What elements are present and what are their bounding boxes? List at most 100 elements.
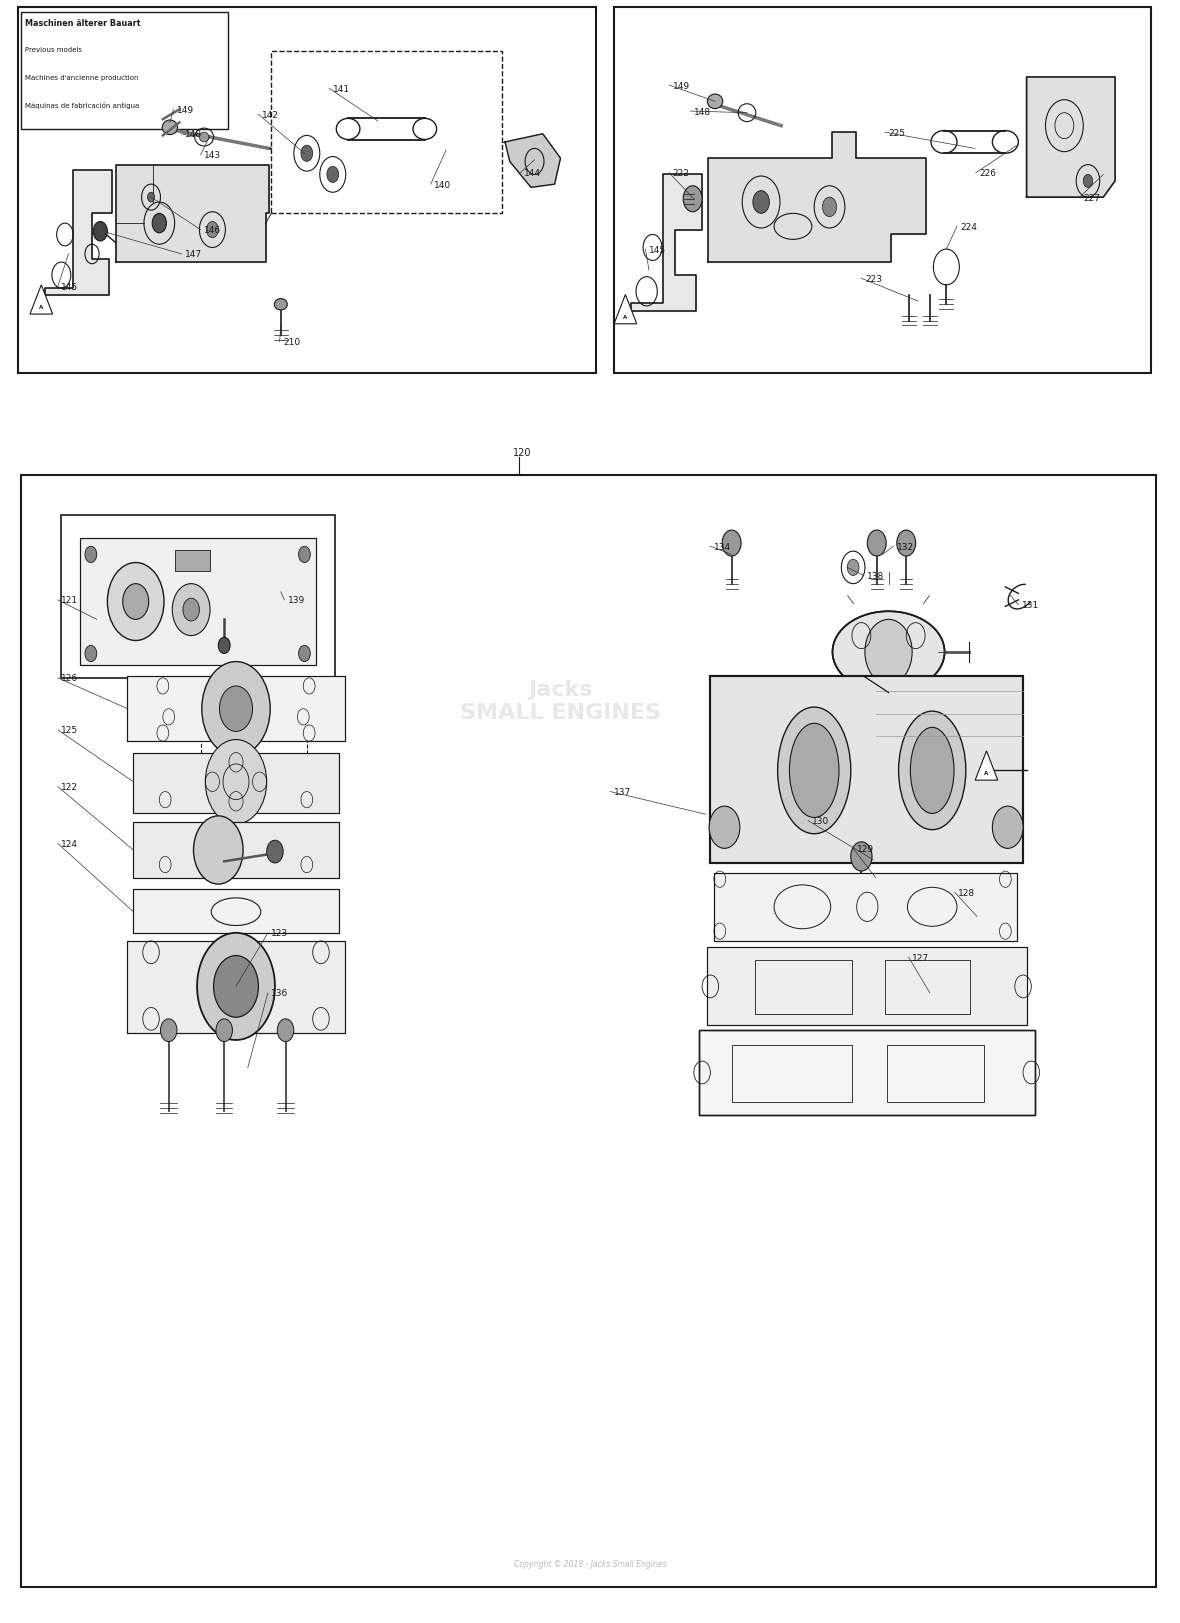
Bar [21, 476, 1156, 1587]
Text: 224: 224 [961, 222, 977, 232]
Text: 128: 128 [958, 888, 976, 898]
Bar [755, 961, 852, 1014]
Ellipse shape [911, 727, 953, 815]
Text: Machines d'ancienne production: Machines d'ancienne production [25, 75, 138, 81]
Text: A: A [39, 305, 44, 310]
Bar [127, 677, 345, 742]
Circle shape [822, 198, 837, 217]
Text: 125: 125 [61, 725, 79, 735]
Bar [133, 889, 339, 933]
Text: 146: 146 [204, 226, 222, 235]
Polygon shape [505, 135, 560, 188]
Text: 132: 132 [897, 542, 914, 552]
Text: 223: 223 [865, 274, 881, 284]
Circle shape [194, 816, 243, 885]
Bar [127, 941, 345, 1034]
Bar [133, 753, 339, 813]
Circle shape [299, 547, 310, 563]
Polygon shape [708, 133, 926, 263]
Text: 144: 144 [524, 169, 540, 179]
Circle shape [753, 192, 769, 214]
Text: 130: 130 [812, 816, 830, 826]
Polygon shape [30, 286, 53, 315]
Ellipse shape [199, 133, 209, 143]
Ellipse shape [274, 300, 287, 312]
Circle shape [205, 740, 267, 824]
Bar [707, 948, 1027, 1026]
Ellipse shape [162, 122, 177, 136]
Text: Copyright © 2018 - Jacks Small Engines: Copyright © 2018 - Jacks Small Engines [513, 1558, 667, 1568]
Text: 222: 222 [673, 169, 689, 179]
Polygon shape [45, 170, 112, 295]
Circle shape [1083, 175, 1093, 188]
Circle shape [197, 933, 275, 1040]
Text: 123: 123 [271, 928, 289, 938]
Ellipse shape [833, 612, 944, 693]
Bar [127, 677, 345, 742]
Text: 141: 141 [333, 84, 350, 94]
Ellipse shape [778, 708, 851, 834]
Circle shape [992, 807, 1023, 849]
Text: 225: 225 [889, 128, 905, 138]
Circle shape [267, 841, 283, 863]
Circle shape [865, 620, 912, 685]
Bar [614, 8, 1150, 373]
Circle shape [897, 531, 916, 557]
Ellipse shape [899, 711, 965, 831]
Text: Jacks
SMALL ENGINES: Jacks SMALL ENGINES [460, 680, 661, 722]
Circle shape [93, 222, 107, 242]
Text: 137: 137 [614, 787, 631, 797]
Polygon shape [116, 166, 269, 263]
Bar [133, 823, 339, 878]
Circle shape [183, 599, 199, 622]
Circle shape [85, 646, 97, 662]
Circle shape [709, 807, 740, 849]
Circle shape [327, 167, 339, 183]
Text: 147: 147 [185, 250, 203, 260]
Polygon shape [614, 295, 637, 325]
Circle shape [206, 222, 218, 239]
Circle shape [299, 646, 310, 662]
Bar [21, 13, 228, 130]
Circle shape [152, 214, 166, 234]
Bar [710, 677, 1023, 863]
Bar [699, 1031, 1035, 1115]
Polygon shape [631, 175, 702, 312]
Bar [732, 1045, 852, 1102]
Ellipse shape [789, 724, 839, 818]
Text: A: A [623, 315, 628, 320]
Text: 134: 134 [714, 542, 732, 552]
Text: Maschinen älterer Bauart: Maschinen älterer Bauart [25, 19, 140, 29]
Text: 145: 145 [649, 245, 667, 255]
Bar [885, 961, 970, 1014]
Bar [201, 678, 307, 755]
Circle shape [202, 662, 270, 756]
Circle shape [218, 638, 230, 654]
Circle shape [219, 687, 253, 732]
Text: 210: 210 [283, 338, 301, 347]
Text: 126: 126 [61, 674, 79, 683]
Text: 124: 124 [61, 839, 78, 849]
Text: 226: 226 [979, 169, 996, 179]
Polygon shape [975, 751, 998, 781]
Text: 129: 129 [857, 844, 874, 854]
Text: Máquinas de fabricación antigua: Máquinas de fabricación antigua [25, 102, 139, 109]
Text: 127: 127 [912, 953, 930, 962]
Ellipse shape [707, 94, 722, 110]
Bar [133, 823, 339, 878]
Text: 149: 149 [673, 81, 690, 91]
Bar [175, 550, 210, 571]
Circle shape [301, 146, 313, 162]
Circle shape [277, 1019, 294, 1042]
Circle shape [683, 187, 702, 213]
Text: 142: 142 [262, 110, 278, 120]
Bar [127, 941, 345, 1034]
Circle shape [722, 531, 741, 557]
Bar [133, 889, 339, 933]
Bar [707, 948, 1027, 1026]
Circle shape [107, 563, 164, 641]
Text: 136: 136 [271, 988, 289, 998]
Text: 139: 139 [288, 596, 306, 605]
Text: 148: 148 [185, 130, 203, 140]
Bar [887, 1045, 984, 1102]
